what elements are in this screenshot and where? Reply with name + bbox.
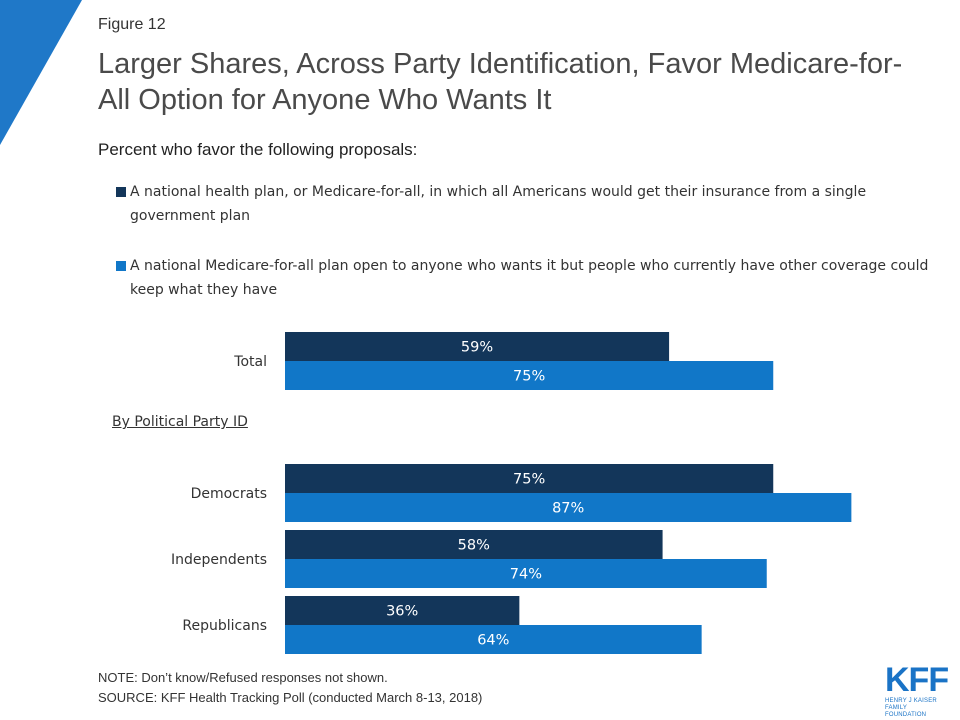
category-label-republicans: Republicans <box>182 618 267 634</box>
bar-independents-series-1 <box>285 530 663 559</box>
bar-republicans-series-1 <box>285 596 520 625</box>
data-label-independents-series-1: 58% <box>458 538 490 554</box>
source-note: SOURCE: KFF Health Tracking Poll (conduc… <box>98 690 483 705</box>
legend-swatch <box>116 261 126 271</box>
bar-republicans-series-2 <box>285 625 702 654</box>
data-label-democrats-series-2: 87% <box>552 501 584 517</box>
bar-democrats-series-1 <box>285 464 774 493</box>
kff-logo: KFF HENRY J KAISER FAMILY FOUNDATION <box>885 661 949 719</box>
category-label-democrats: Democrats <box>191 486 267 502</box>
data-label-total-series-2: 75% <box>513 369 545 385</box>
group-label-party-id: By Political Party ID <box>112 414 248 430</box>
legend-swatch <box>116 187 126 197</box>
chart-title: Larger Shares, Across Party Identificati… <box>98 48 903 116</box>
legend-item-open-to-anyone-plan: A national Medicare-for-all plan open to… <box>116 254 936 302</box>
corner-accent <box>0 0 82 145</box>
bar-total-series-1 <box>285 332 670 361</box>
logo-line-2: FAMILY FOUNDATION <box>885 705 927 718</box>
data-label-republicans-series-1: 36% <box>386 604 418 620</box>
bar-democrats-series-2 <box>285 493 852 522</box>
data-label-independents-series-2: 74% <box>510 567 542 583</box>
legend-label: A national Medicare-for-all plan open to… <box>130 258 929 298</box>
logo-line-1: HENRY J KAISER <box>885 698 937 704</box>
logo-mark: KFF <box>885 661 949 699</box>
category-label-total: Total <box>233 354 267 370</box>
category-label-independents: Independents <box>171 552 267 568</box>
footnote: NOTE: Don’t know/Refused responses not s… <box>98 670 388 685</box>
figure-label: Figure 12 <box>98 16 166 33</box>
chart-subtitle: Percent who favor the following proposal… <box>98 140 418 159</box>
data-label-republicans-series-2: 64% <box>477 633 509 649</box>
bar-total-series-2 <box>285 361 774 390</box>
legend-label: A national health plan, or Medicare-for-… <box>130 184 867 224</box>
legend-item-single-government-plan: A national health plan, or Medicare-for-… <box>116 180 936 228</box>
data-label-democrats-series-1: 75% <box>513 472 545 488</box>
data-label-total-series-1: 59% <box>461 340 493 356</box>
logo-subtitle: HENRY J KAISER FAMILY FOUNDATION <box>885 698 949 719</box>
bar-independents-series-2 <box>285 559 767 588</box>
